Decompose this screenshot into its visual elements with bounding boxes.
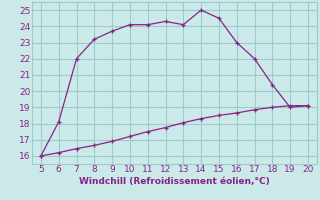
- X-axis label: Windchill (Refroidissement éolien,°C): Windchill (Refroidissement éolien,°C): [79, 177, 270, 186]
